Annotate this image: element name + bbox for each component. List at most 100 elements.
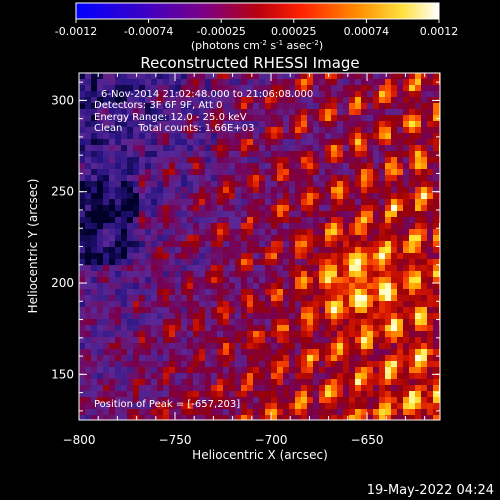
- heatmap-pixel: [211, 79, 218, 86]
- heatmap-pixel: [313, 361, 320, 368]
- heatmap-pixel: [247, 175, 254, 182]
- heatmap-pixel: [403, 199, 410, 206]
- heatmap-pixel: [391, 391, 398, 398]
- heatmap-pixel: [307, 97, 314, 104]
- heatmap-pixel: [115, 175, 122, 182]
- heatmap-pixel: [355, 199, 362, 206]
- heatmap-pixel: [211, 385, 218, 392]
- heatmap-pixel: [391, 115, 398, 122]
- heatmap-pixel: [85, 97, 92, 104]
- heatmap-pixel: [109, 97, 116, 104]
- heatmap-pixel: [331, 205, 338, 212]
- heatmap-pixel: [211, 199, 218, 206]
- heatmap-pixel: [217, 295, 224, 302]
- heatmap-pixel: [433, 361, 440, 368]
- heatmap-pixel: [145, 373, 152, 380]
- heatmap-pixel: [427, 103, 434, 110]
- heatmap-pixel: [313, 403, 320, 410]
- heatmap-pixel: [139, 325, 146, 332]
- heatmap-pixel: [223, 391, 230, 398]
- heatmap-pixel: [433, 145, 440, 152]
- heatmap-pixel: [157, 163, 164, 170]
- heatmap-pixel: [229, 295, 236, 302]
- heatmap-pixel: [115, 253, 122, 260]
- heatmap-pixel: [337, 337, 344, 344]
- heatmap-pixel: [163, 307, 170, 314]
- heatmap-pixel: [433, 415, 440, 420]
- heatmap-pixel: [259, 313, 266, 320]
- heatmap-pixel: [277, 205, 284, 212]
- heatmap-pixel: [343, 307, 350, 314]
- heatmap-pixel: [331, 415, 338, 420]
- heatmap-pixel: [235, 193, 242, 200]
- heatmap-pixel: [325, 169, 332, 176]
- heatmap-pixel: [433, 343, 440, 350]
- heatmap-pixel: [319, 397, 326, 404]
- heatmap-pixel: [391, 277, 398, 284]
- heatmap-pixel: [211, 409, 218, 416]
- heatmap-pixel: [145, 73, 152, 80]
- heatmap-pixel: [79, 205, 86, 212]
- heatmap-pixel: [271, 295, 278, 302]
- heatmap-pixel: [325, 307, 332, 314]
- heatmap-pixel: [349, 73, 356, 80]
- heatmap-pixel: [427, 397, 434, 404]
- heatmap-pixel: [127, 397, 134, 404]
- heatmap-pixel: [379, 73, 386, 80]
- heatmap-pixel: [265, 361, 272, 368]
- heatmap-pixel: [385, 265, 392, 272]
- heatmap-pixel: [343, 241, 350, 248]
- heatmap-pixel: [97, 193, 104, 200]
- heatmap-pixel: [187, 277, 194, 284]
- heatmap-pixel: [193, 109, 200, 116]
- heatmap-pixel: [379, 295, 386, 302]
- heatmap-pixel: [247, 145, 254, 152]
- heatmap-pixel: [385, 73, 392, 80]
- heatmap-pixel: [229, 379, 236, 386]
- heatmap-pixel: [229, 145, 236, 152]
- heatmap-pixel: [157, 85, 164, 92]
- heatmap-pixel: [403, 313, 410, 320]
- heatmap-pixel: [427, 247, 434, 254]
- heatmap-pixel: [133, 85, 140, 92]
- heatmap-pixel: [235, 229, 242, 236]
- heatmap-pixel: [301, 349, 308, 356]
- heatmap-pixel: [271, 133, 278, 140]
- heatmap-pixel: [199, 169, 206, 176]
- heatmap-pixel: [115, 355, 122, 362]
- heatmap-pixel: [391, 373, 398, 380]
- heatmap-pixel: [229, 169, 236, 176]
- heatmap-pixel: [391, 265, 398, 272]
- heatmap-pixel: [211, 241, 218, 248]
- heatmap-pixel: [103, 247, 110, 254]
- heatmap-pixel: [379, 397, 386, 404]
- heatmap-pixel: [151, 247, 158, 254]
- heatmap-pixel: [79, 289, 86, 296]
- heatmap-pixel: [139, 139, 146, 146]
- heatmap-pixel: [217, 259, 224, 266]
- heatmap-pixel: [367, 181, 374, 188]
- heatmap-pixel: [121, 199, 128, 206]
- heatmap-pixel: [193, 367, 200, 374]
- heatmap-pixel: [139, 361, 146, 368]
- heatmap-pixel: [97, 151, 104, 158]
- heatmap-pixel: [85, 343, 92, 350]
- heatmap-pixel: [217, 169, 224, 176]
- heatmap-pixel: [409, 379, 416, 386]
- heatmap-pixel: [133, 385, 140, 392]
- heatmap-pixel: [421, 115, 428, 122]
- footer-date: 19-May-2022 04:24: [367, 483, 494, 498]
- heatmap-pixel: [397, 187, 404, 194]
- heatmap-pixel: [247, 97, 254, 104]
- heatmap-pixel: [319, 307, 326, 314]
- heatmap-pixel: [199, 151, 206, 158]
- heatmap-pixel: [331, 103, 338, 110]
- heatmap-pixel: [361, 91, 368, 98]
- heatmap-pixel: [271, 157, 278, 164]
- heatmap-pixel: [301, 355, 308, 362]
- heatmap-pixel: [133, 337, 140, 344]
- heatmap-pixel: [145, 283, 152, 290]
- heatmap-pixel: [283, 361, 290, 368]
- heatmap-pixel: [163, 193, 170, 200]
- heatmap-pixel: [199, 85, 206, 92]
